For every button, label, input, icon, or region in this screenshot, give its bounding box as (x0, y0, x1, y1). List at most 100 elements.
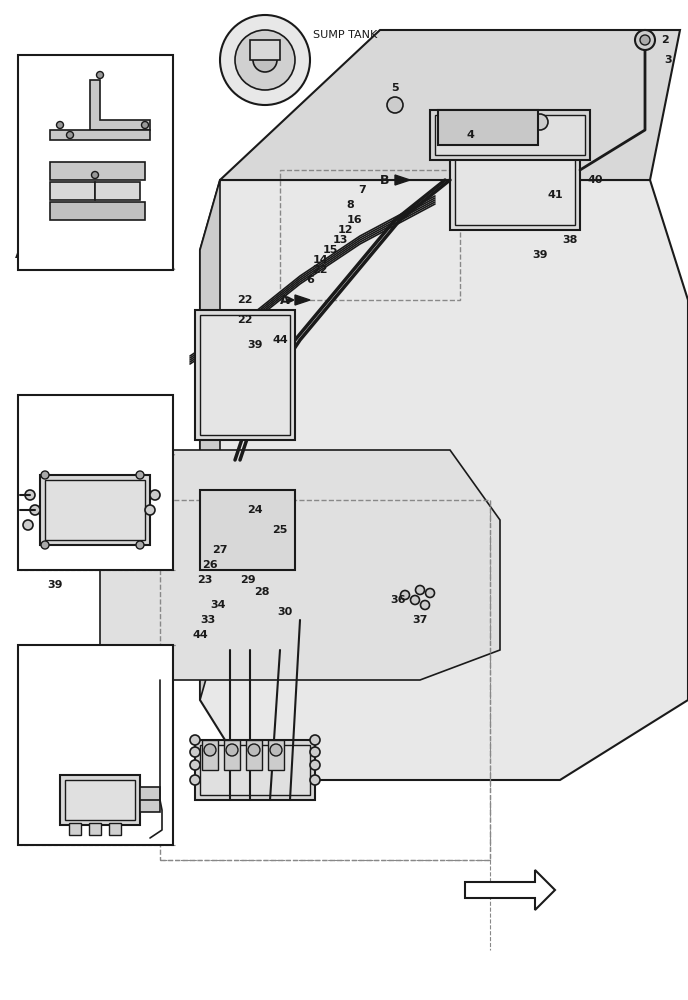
Text: 19: 19 (30, 130, 46, 140)
Circle shape (416, 585, 424, 594)
Text: 12: 12 (25, 525, 41, 535)
Text: 7: 7 (358, 185, 366, 195)
Bar (109, 823, 121, 835)
Text: 31: 31 (34, 725, 50, 735)
Text: 9: 9 (68, 498, 76, 508)
Polygon shape (295, 295, 310, 305)
Text: 1: 1 (506, 125, 514, 135)
Text: 23: 23 (197, 575, 213, 585)
Bar (430, 110, 590, 160)
Text: 22: 22 (237, 315, 252, 325)
Bar (195, 310, 295, 440)
Bar (455, 145, 575, 225)
Text: FRONT: FRONT (479, 885, 522, 895)
Bar (60, 775, 140, 825)
Circle shape (635, 30, 655, 50)
Bar (200, 490, 295, 570)
Circle shape (235, 30, 295, 90)
Text: 38: 38 (57, 650, 73, 660)
Text: 31: 31 (34, 685, 50, 695)
Bar (65, 780, 135, 820)
Bar (268, 740, 284, 770)
Bar (95, 182, 140, 200)
Text: 12: 12 (337, 225, 353, 235)
Circle shape (23, 520, 33, 530)
Text: 26: 26 (202, 560, 218, 570)
Circle shape (310, 735, 320, 745)
Text: 9: 9 (61, 450, 69, 460)
Circle shape (67, 131, 74, 138)
Bar (18, 55, 173, 270)
Polygon shape (395, 175, 410, 185)
Bar (50, 162, 145, 180)
Polygon shape (50, 130, 150, 140)
Bar (438, 110, 538, 145)
Bar (69, 823, 81, 835)
Circle shape (56, 121, 63, 128)
Text: 36: 36 (390, 595, 406, 605)
Circle shape (204, 744, 216, 756)
Text: 21: 21 (67, 60, 83, 70)
Text: 44: 44 (192, 630, 208, 640)
Text: 13: 13 (118, 405, 133, 415)
Text: 33: 33 (200, 615, 215, 625)
Bar (45, 480, 145, 540)
Bar (250, 40, 280, 60)
Bar (435, 115, 585, 155)
Text: 38: 38 (562, 235, 578, 245)
Text: 43: 43 (50, 542, 66, 552)
Text: 28: 28 (255, 587, 270, 597)
Text: 17: 17 (30, 100, 45, 110)
Text: 29: 29 (240, 575, 256, 585)
Text: 25: 25 (272, 525, 288, 535)
Circle shape (145, 505, 155, 515)
Circle shape (270, 744, 282, 756)
Circle shape (310, 747, 320, 757)
Bar (140, 787, 160, 812)
Text: 22: 22 (312, 265, 327, 275)
Text: 14: 14 (312, 255, 327, 265)
Text: 22: 22 (237, 295, 252, 305)
Circle shape (253, 48, 277, 72)
Bar (200, 745, 310, 795)
Circle shape (142, 121, 149, 128)
Bar (50, 182, 95, 200)
Bar (50, 202, 145, 220)
Text: 39: 39 (533, 250, 548, 260)
Circle shape (96, 72, 103, 79)
Circle shape (190, 735, 200, 745)
Text: 13: 13 (332, 235, 347, 245)
Text: 4: 4 (466, 130, 474, 140)
Text: 30: 30 (277, 607, 292, 617)
Polygon shape (220, 30, 680, 180)
Circle shape (400, 590, 409, 599)
Text: 24: 24 (247, 505, 263, 515)
Text: 10: 10 (47, 465, 63, 475)
Circle shape (420, 600, 429, 609)
Circle shape (190, 760, 200, 770)
Circle shape (190, 747, 200, 757)
Text: 39: 39 (42, 560, 58, 570)
Polygon shape (200, 180, 220, 700)
Text: 13: 13 (118, 475, 133, 485)
Bar (89, 823, 101, 835)
Text: 15: 15 (322, 245, 338, 255)
Text: 20: 20 (30, 205, 45, 215)
Text: 8: 8 (346, 200, 354, 210)
Text: A: A (280, 294, 290, 306)
Bar (450, 140, 580, 230)
Bar (40, 475, 150, 545)
Text: 39: 39 (247, 340, 263, 350)
Text: 32: 32 (47, 737, 63, 747)
Text: 10: 10 (77, 512, 93, 522)
Text: 37: 37 (412, 615, 428, 625)
Circle shape (532, 114, 548, 130)
Bar (246, 740, 262, 770)
Circle shape (136, 541, 144, 549)
Text: 40: 40 (588, 175, 603, 185)
Text: 42: 42 (25, 560, 41, 570)
Circle shape (41, 471, 49, 479)
Bar (160, 500, 490, 860)
Circle shape (150, 490, 160, 500)
Text: 3: 3 (664, 55, 671, 65)
